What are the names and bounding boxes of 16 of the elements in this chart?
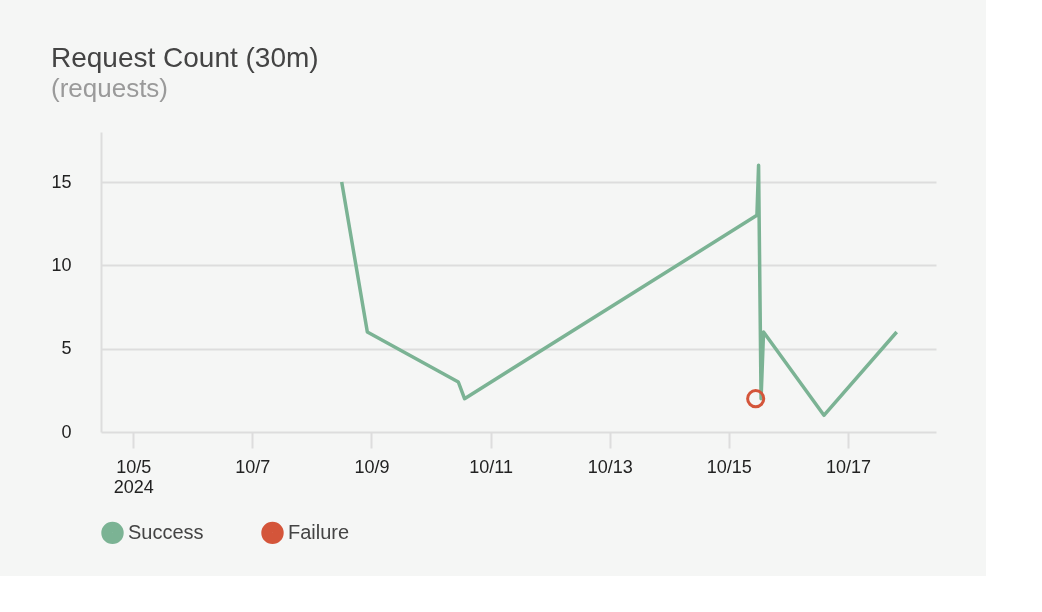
legend-label: Failure — [288, 520, 350, 543]
x-tick-label: 10/11 — [469, 456, 513, 477]
y-tick-label: 5 — [61, 338, 72, 359]
x-tick-label: 10/15 — [706, 456, 752, 477]
chart-title: Request Count (30m) — [50, 42, 319, 73]
chart-subtitle: (requests) — [50, 73, 169, 103]
x-tick-label: 10/7 — [235, 456, 271, 477]
x-tick-label: 10/5 2024 — [113, 456, 154, 497]
y-tick-label: 15 — [51, 171, 72, 192]
x-tick-label: 10/9 — [354, 456, 390, 477]
x-tick-label: 10/13 — [587, 456, 633, 477]
x-tick-label: 10/17 — [825, 456, 871, 477]
y-tick-label: 0 — [61, 421, 72, 442]
legend-label: Success — [128, 520, 204, 543]
y-tick-label: 10 — [51, 254, 72, 275]
line-series — [339, 163, 899, 418]
